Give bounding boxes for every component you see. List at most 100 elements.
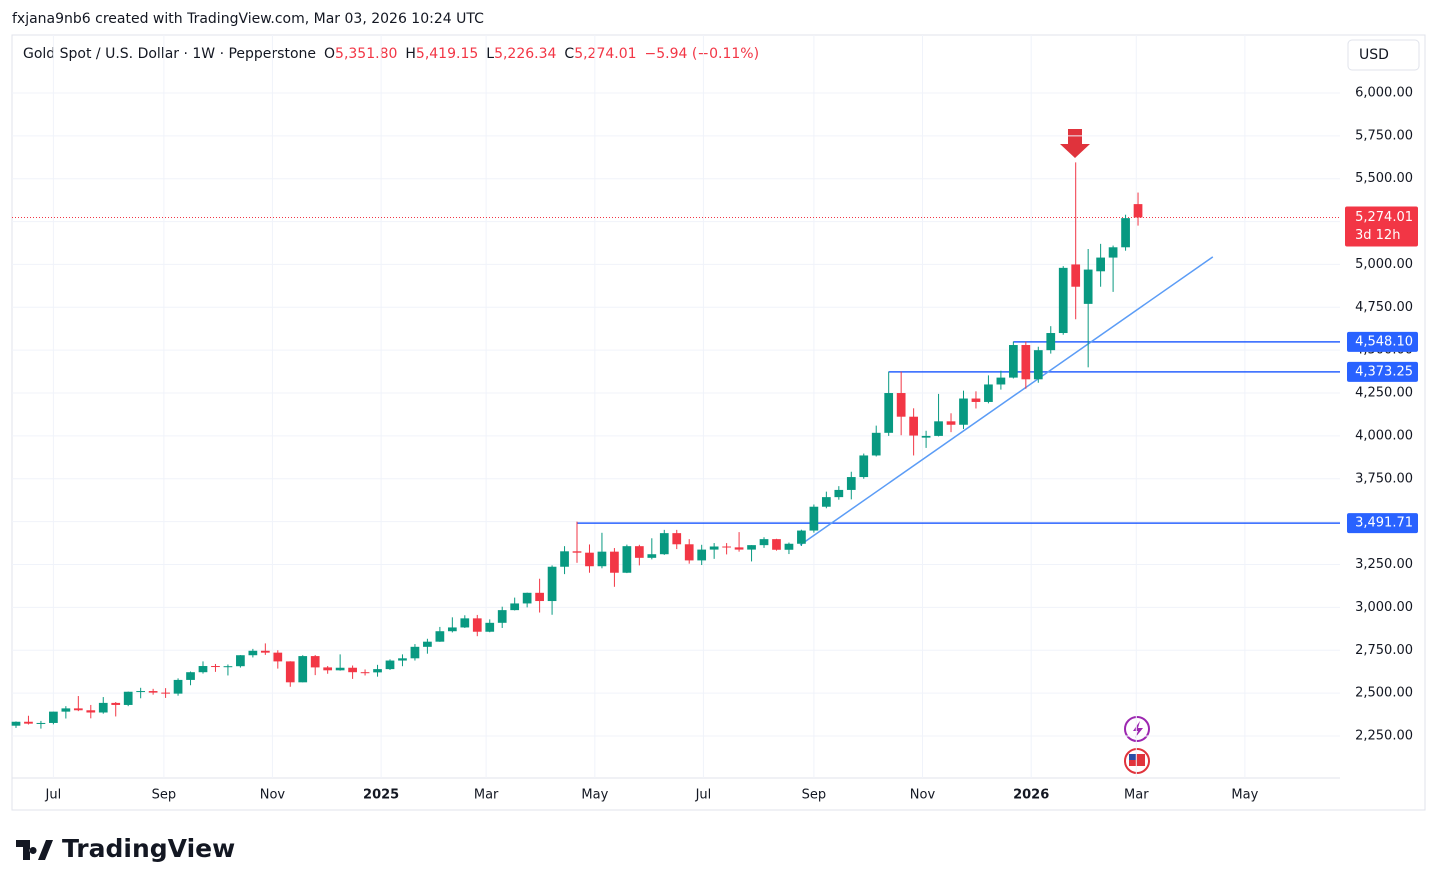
brand-logo	[16, 840, 53, 860]
y-tick-label: 2,750.00	[1355, 643, 1413, 658]
candle-body	[1133, 204, 1143, 218]
x-tick-label: Nov	[260, 788, 286, 803]
candle-body	[310, 656, 320, 668]
x-tick-label: 2026	[1013, 788, 1049, 803]
candle-body	[759, 539, 769, 546]
y-tick-label: 5,000.00	[1355, 257, 1413, 272]
level-label: 3,491.71	[1355, 516, 1413, 531]
y-tick-label: 6,000.00	[1355, 85, 1413, 100]
currency[interactable]: USD	[1359, 47, 1389, 63]
candle-body	[161, 692, 170, 694]
candle-body	[173, 679, 183, 694]
candle-body	[211, 666, 220, 668]
legend: Gold Spot / U.S. Dollar · 1W · Peppersto…	[23, 46, 759, 62]
candle-body	[747, 545, 756, 550]
x-tick-label: Jul	[45, 788, 62, 803]
arrow-annotation	[1060, 129, 1090, 158]
title: Gold Spot / U.S. Dollar · 1W · Peppersto…	[23, 46, 316, 62]
candle-body	[223, 666, 233, 668]
last-price-label: 5,274.01	[1355, 210, 1413, 225]
chart-frame	[11, 34, 1426, 811]
y-tick-label: 4,000.00	[1355, 428, 1413, 443]
candle-body	[722, 546, 731, 548]
y-tick-label: 2,500.00	[1355, 686, 1413, 701]
y-tick-label: 3,250.00	[1355, 557, 1413, 572]
x-tick-label: May	[1231, 788, 1258, 803]
candle-body	[61, 708, 71, 712]
y-tick-label: 4,750.00	[1355, 300, 1413, 315]
candle-body	[423, 641, 432, 647]
ohlc-key: H	[405, 46, 416, 62]
ohlc-value: 5,274.01	[574, 46, 636, 62]
currency-button[interactable]	[1347, 39, 1420, 71]
y-tick-label: 3,750.00	[1355, 471, 1413, 486]
candle-body	[585, 552, 594, 567]
candle-body	[984, 384, 993, 402]
candle-body	[36, 722, 46, 724]
candle-body	[821, 497, 831, 507]
level-label: 4,373.25	[1355, 364, 1413, 379]
candle-body	[921, 435, 931, 438]
candle-body	[959, 398, 968, 425]
candle-body	[198, 666, 208, 673]
candle-body	[547, 566, 557, 602]
last-price-bg	[1345, 206, 1418, 247]
candle-body	[398, 658, 407, 661]
candle-body	[859, 455, 869, 478]
flag-canton	[1129, 754, 1136, 760]
candle-body	[572, 551, 582, 553]
y-tick-label: 3,000.00	[1355, 600, 1413, 615]
x-tick-label: Sep	[152, 788, 177, 803]
candle-body	[385, 660, 395, 670]
candle-body	[560, 551, 569, 567]
candle-body	[335, 667, 345, 671]
candle-body	[709, 546, 719, 550]
x-tick-label: 2025	[363, 788, 399, 803]
candle-body	[672, 533, 682, 545]
ohlc-key: L	[486, 46, 494, 62]
candle-body	[971, 398, 981, 402]
candle-body	[846, 477, 856, 490]
candle-body	[1008, 345, 1018, 378]
candle-body	[1071, 264, 1081, 287]
x-tick-label: Nov	[910, 788, 936, 803]
candle-body	[435, 631, 445, 642]
candle-body	[460, 618, 470, 628]
candle-body	[186, 672, 195, 680]
y-tick-label: 2,250.00	[1355, 728, 1413, 743]
candle-body	[260, 650, 270, 653]
candle-body	[535, 592, 544, 602]
candle-body	[871, 432, 881, 456]
ohlc-key: C	[564, 46, 574, 62]
candle-body	[111, 702, 121, 705]
candle-body	[622, 546, 632, 573]
countdown: 3d 12h	[1355, 228, 1400, 243]
candle-body	[49, 711, 58, 723]
candle-body	[373, 669, 382, 673]
ohlc-value: 5,419.15	[416, 46, 478, 62]
candle-body	[1108, 247, 1118, 258]
event-icon-glyph	[1133, 721, 1143, 738]
candle-body	[1046, 333, 1056, 351]
candle-body	[834, 489, 844, 498]
candle-body	[784, 543, 794, 550]
y-tick-label: 4,250.00	[1355, 386, 1413, 401]
candle-body	[697, 549, 707, 561]
candle-body	[610, 551, 619, 573]
candle-body	[896, 393, 906, 417]
candle-body	[934, 421, 943, 436]
candle-body	[659, 533, 669, 555]
candle-body	[510, 603, 520, 611]
y-tick-label: 5,500.00	[1355, 171, 1413, 186]
candle-body	[1033, 350, 1043, 380]
level-label-bg	[1347, 513, 1418, 534]
y-tick-label: 5,750.00	[1355, 128, 1413, 143]
candle-body	[472, 618, 482, 632]
candle-body	[86, 710, 96, 713]
trend-line	[799, 256, 1214, 546]
candle-body	[447, 627, 457, 632]
candle-body	[597, 551, 607, 567]
candle-body	[797, 530, 806, 544]
